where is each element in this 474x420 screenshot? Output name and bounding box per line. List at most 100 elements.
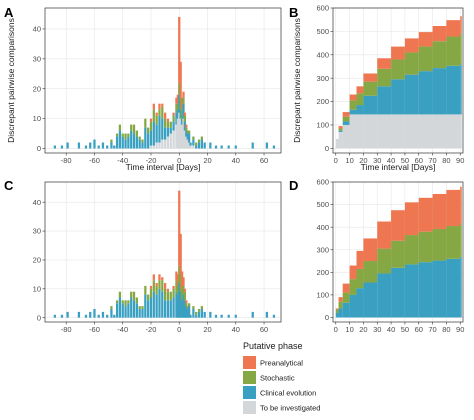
x-tick-label: -20 (146, 325, 157, 334)
bar-stochastic (110, 306, 113, 310)
x-tick-label: 70 (428, 325, 436, 334)
bar-preanalytical (158, 103, 161, 110)
bar-clinical-evolution (138, 309, 141, 318)
bar-preanalytical (172, 112, 175, 116)
x-tick-label: 80 (442, 325, 450, 334)
bar-clinical-evolution (149, 297, 153, 318)
y-tick-label: 600 (316, 178, 329, 187)
bar-stochastic (118, 291, 122, 298)
bar-clinical-evolution (180, 118, 184, 125)
y-axis-title: Discrepant pairwise comparisons (292, 18, 302, 143)
bar-clinical-evolution (124, 306, 127, 318)
bar-clinical-evolution (135, 303, 138, 318)
bar-clinical-evolution (149, 130, 153, 146)
bar-stochastic (163, 288, 167, 301)
bar-preanalytical (161, 277, 164, 281)
y-tick-label: 40 (33, 198, 41, 207)
bar-preanalytical (185, 124, 188, 128)
x-tick-label: 90 (456, 325, 464, 334)
bar-preanalytical (175, 271, 178, 281)
legend: Putative phase Preanalytical Stochastic Cl… (243, 341, 320, 414)
x-tick-label: 40 (387, 325, 395, 334)
bar-clinical-evolution (186, 309, 189, 318)
bar-clinical-evolution (93, 309, 96, 318)
bar-to-be-investigated (391, 114, 405, 149)
bar-preanalytical (172, 285, 175, 289)
bar-clinical-evolution (214, 145, 218, 149)
bar-preanalytical (163, 283, 167, 289)
y-tick-label: 400 (316, 50, 329, 59)
bar-stochastic (147, 294, 150, 301)
bar-stochastic (200, 136, 203, 140)
bar-preanalytical (446, 20, 461, 37)
bar-clinical-evolution (155, 294, 158, 318)
bar-clinical-evolution (185, 130, 188, 137)
bar-stochastic (377, 68, 392, 87)
bar-clinical-evolution (192, 309, 195, 318)
bar-stochastic (180, 109, 184, 119)
bar-clinical-evolution (106, 314, 109, 318)
bar-stochastic (356, 93, 364, 106)
bar-preanalytical (432, 26, 447, 42)
bar-clinical-evolution (335, 312, 339, 318)
bar-clinical-evolution (97, 145, 100, 149)
bar-clinical-evolution (418, 71, 433, 115)
bar-stochastic (127, 133, 130, 137)
bar-clinical-evolution (185, 306, 188, 318)
bar-clinical-evolution (60, 145, 64, 149)
bar-preanalytical (404, 38, 419, 53)
y-tick-label: 300 (316, 74, 329, 83)
panel-c: C -80 -60 -40 -20 0 20 40 60 0 10 20 30 40 (4, 178, 282, 334)
bar-stochastic (179, 97, 182, 110)
x-tick-label: 80 (442, 156, 450, 165)
bar-preanalytical (149, 285, 153, 289)
bar-stochastic (115, 133, 119, 137)
panel-a: A -80 -60 -40 -20 0 20 40 60 0 10 20 30 40 Time inter… (4, 5, 282, 172)
bar-preanalytical (179, 61, 182, 98)
bar-clinical-evolution (163, 127, 167, 140)
bar-stochastic (124, 300, 127, 307)
y-tick-label: 0 (325, 313, 329, 322)
bar-stochastic (460, 33, 462, 65)
bar-clinical-evolution (192, 139, 195, 146)
bar-stochastic (118, 124, 122, 131)
x-tick-label: 60 (415, 156, 423, 165)
bar-clinical-evolution (113, 145, 116, 149)
bar-stochastic (338, 128, 343, 131)
bar-preanalytical (185, 300, 188, 304)
bar-clinical-evolution (404, 74, 419, 115)
bar-preanalytical (176, 94, 179, 104)
x-tick-label: 0 (334, 325, 338, 334)
bar-preanalytical (179, 233, 182, 275)
y-axis-title: Discrepant pairwise comparisons (6, 18, 16, 143)
y-tick-label: 10 (33, 284, 41, 293)
panel-letter-d: D (289, 178, 298, 193)
bar-clinical-evolution (97, 314, 100, 318)
x-tick-label: 60 (415, 325, 423, 334)
bar-preanalytical (391, 210, 405, 241)
bar-stochastic (149, 288, 153, 298)
bar-stochastic (182, 97, 185, 104)
bar-clinical-evolution (179, 109, 182, 119)
bar-stochastic (349, 279, 357, 295)
legend-swatch (243, 401, 256, 414)
bar-stochastic (195, 142, 198, 146)
bar-preanalytical (161, 103, 164, 107)
bar-preanalytical (182, 91, 185, 98)
x-axis-title: Time interval [Days] (126, 162, 201, 172)
bar-to-be-investigated (335, 138, 339, 149)
y-tick-label: 0 (37, 313, 41, 322)
bar-clinical-evolution (155, 124, 158, 143)
bar-preanalytical (183, 112, 187, 116)
plot-border (44, 181, 282, 323)
bar-clinical-evolution (89, 311, 92, 318)
bar-stochastic (121, 133, 124, 137)
bar-clinical-evolution (418, 262, 433, 318)
bar-stochastic (391, 240, 405, 268)
bar-to-be-investigated (185, 136, 188, 149)
bar-clinical-evolution (432, 68, 447, 115)
bar-clinical-evolution (176, 294, 179, 318)
bar-clinical-evolution (363, 282, 378, 318)
bar-stochastic (178, 82, 181, 95)
bar-clinical-evolution (338, 130, 343, 132)
